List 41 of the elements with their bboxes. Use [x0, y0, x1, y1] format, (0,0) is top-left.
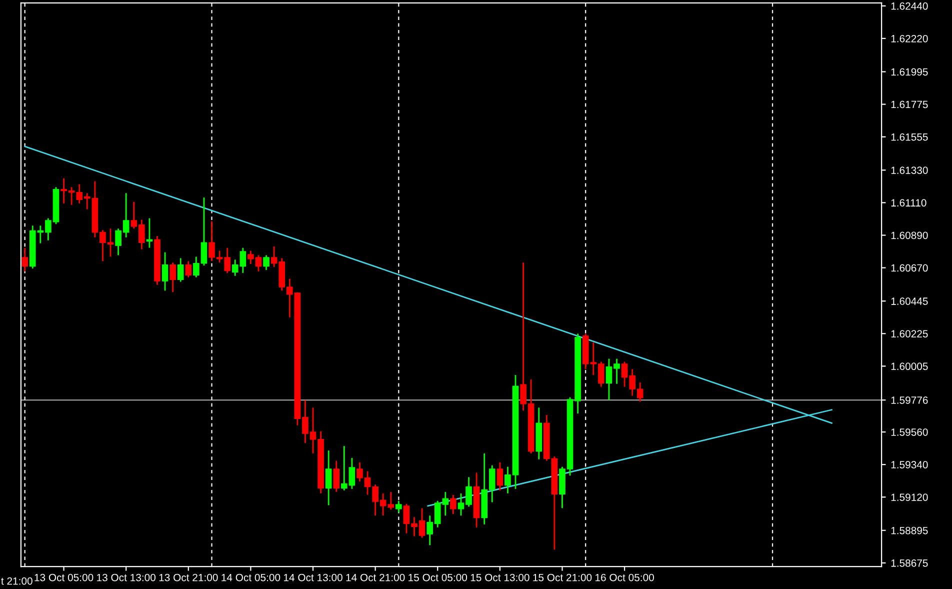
y-tick-label: 1.60670: [891, 264, 928, 272]
y-tick-label: 1.61110: [891, 199, 926, 207]
candlestick: [496, 462, 504, 490]
candlestick: [325, 450, 332, 506]
y-tick-label: 1.61330: [891, 166, 928, 174]
x-tick-label: 15 Oct 21:00: [533, 574, 592, 582]
y-tick-label: 1.61775: [891, 100, 928, 108]
x-tick-label: 13 Oct 05:00: [34, 574, 94, 582]
y-tick-label: 1.59560: [891, 428, 928, 436]
y-tick-label: 1.59776: [891, 396, 928, 404]
y-tick-label: 1.61555: [891, 133, 928, 141]
y-tick-label: 1.59340: [891, 461, 928, 468]
text: t 21:00: [1, 577, 32, 585]
x-tick-label: 13 Oct 13:00: [97, 574, 156, 582]
candlestick: [263, 255, 270, 270]
candlestick: [170, 262, 176, 292]
candlestick: [146, 218, 153, 248]
candlestick: [177, 258, 184, 282]
candlestick: [162, 252, 168, 291]
x-tick-label: 16 Oct 05:00: [596, 574, 654, 582]
y-tick-label: 1.60225: [891, 330, 928, 338]
y-tick-label: 1.58895: [891, 526, 928, 534]
y-tick-label: 1.60005: [891, 362, 928, 370]
x-tick-label: 13 Oct 21:00: [159, 574, 218, 582]
y-tick-label: 1.60890: [891, 232, 928, 240]
y-tick-label: 1.59120: [891, 494, 928, 501]
x-tick-label: 14 Oct 21:00: [346, 574, 405, 582]
x-tick-label: 15 Oct 05:00: [408, 574, 468, 582]
y-tick-label: 1.58675: [891, 559, 928, 567]
x-tick-label: 14 Oct 05:00: [222, 574, 280, 582]
y-tick-label: 1.61995: [891, 68, 928, 76]
candlestick: [450, 494, 456, 514]
x-tick-label: 14 Oct 13:00: [284, 574, 342, 582]
candlestick: [22, 248, 28, 272]
candlestick: [333, 460, 340, 492]
candlestick: [396, 500, 402, 513]
candlestick: [185, 261, 192, 278]
y-tick-label: 1.62220: [891, 34, 928, 42]
y-tick-label: 1.62440: [891, 2, 928, 10]
x-tick-label: 15 Oct 13:00: [470, 574, 530, 582]
y-tick-label: 1.60445: [891, 298, 928, 305]
